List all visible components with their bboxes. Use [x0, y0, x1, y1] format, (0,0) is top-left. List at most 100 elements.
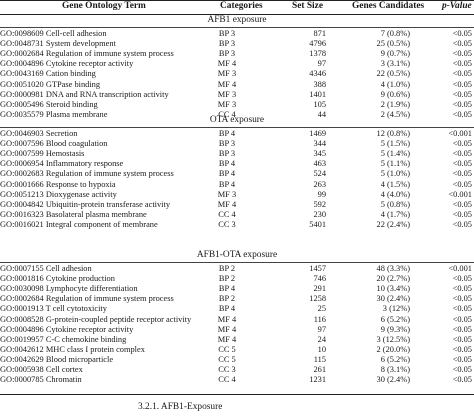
- set-size-cell: 44: [317, 109, 326, 119]
- section-title: OTA exposure: [209, 115, 265, 125]
- category-cell: MF 3: [217, 189, 237, 199]
- go-term-cell: GO:0030098 Lymphocyte differentiation: [0, 284, 138, 294]
- p-value-cell: <0.05: [452, 375, 472, 385]
- table-row: GO:0004842 Ubiquitin-protein transferase…: [0, 200, 474, 210]
- set-size-cell: 4346: [309, 69, 326, 79]
- set-size-cell: 4796: [309, 39, 326, 49]
- set-size-cell: 116: [313, 314, 326, 324]
- genes-candidates-cell: 9 (9.3%): [380, 324, 410, 334]
- header-p-value: p-Value: [442, 1, 472, 11]
- category-cell: BP 3: [218, 149, 236, 159]
- table-row: GO:0046903 Secretion BP 4 1469 12 (0.8%) <0.…: [0, 129, 474, 139]
- genes-candidates-cell: 10 (3.4%): [376, 284, 411, 294]
- header-genes-candidates: Genes Candidates: [352, 1, 425, 11]
- table-row: GO:0043169 Cation binding MF 3 4346 22 (0.5…: [0, 69, 474, 79]
- p-value-cell: <0.05: [452, 159, 472, 169]
- set-size-cell: 345: [313, 149, 326, 159]
- p-value-cell: <0.05: [452, 109, 472, 119]
- p-value-cell: <0.05: [452, 49, 472, 59]
- set-size-cell: 97: [317, 324, 326, 334]
- p-value-cell: <0.05: [452, 365, 472, 374]
- p-value-cell: <0.001: [448, 129, 472, 138]
- table-row: GO:0035579 Plasma membrane CC 4 44 2 (4.5%)…: [0, 110, 474, 120]
- go-term-cell: GO:0004896 Cytokine receptor activity: [0, 324, 134, 334]
- go-term-cell: GO:0004896 Cytokine receptor activity: [0, 59, 134, 69]
- table-row: GO:0005938 Cell cortex CC 3 261 8 (3.1%) <0.…: [0, 365, 474, 375]
- genes-candidates-cell: 7 (0.8%): [380, 29, 410, 38]
- p-value-cell: <0.05: [452, 324, 472, 334]
- table-row: GO:0000981 DNA and RNA transcription act…: [0, 90, 474, 100]
- go-term-cell: GO:0002683 Regulation of immune system p…: [0, 169, 174, 179]
- table-row: GO:0002683 Regulation of immune system p…: [0, 169, 474, 179]
- header-categories: Categories: [220, 1, 263, 11]
- go-term-cell: GO:0043169 Cation binding: [0, 69, 96, 79]
- p-value-cell: <0.05: [452, 169, 472, 179]
- set-size-cell: 463: [313, 159, 326, 169]
- category-cell: CC 4: [218, 209, 236, 219]
- section-rule: [0, 127, 474, 128]
- p-value-cell: <0.05: [452, 274, 472, 284]
- section-rule: [0, 262, 474, 263]
- category-cell: BP 4: [218, 179, 236, 189]
- set-size-cell: 291: [313, 284, 326, 294]
- table-header: Gene Ontology Term Categories Set Size G…: [0, 0, 474, 14]
- go-term-cell: GO:0048731 System development: [0, 39, 116, 49]
- category-cell: BP 3: [218, 39, 236, 49]
- genes-candidates-cell: 5 (0.8%): [380, 199, 410, 209]
- set-size-cell: 1401: [309, 89, 326, 99]
- p-value-cell: <0.05: [452, 209, 472, 219]
- table-row: GO:0002684 Regulation of immune system p…: [0, 294, 474, 304]
- genes-candidates-cell: 30 (2.4%): [376, 294, 411, 304]
- set-size-cell: 25: [317, 304, 326, 314]
- go-term-cell: GO:0006954 Inflammatory response: [0, 159, 124, 169]
- table-row: GO:0042629 Blood microparticle CC 5 115 6 (…: [0, 355, 474, 365]
- p-value-cell: <0.001: [448, 264, 472, 273]
- genes-candidates-cell: 22 (0.5%): [376, 69, 411, 79]
- set-size-cell: 871: [313, 29, 326, 38]
- category-cell: CC 5: [218, 354, 236, 364]
- category-cell: BP 2: [218, 274, 236, 284]
- category-cell: MF 3: [217, 89, 237, 99]
- category-cell: BP 3: [218, 139, 236, 149]
- category-cell: CC 4: [218, 109, 236, 119]
- go-term-cell: GO:0005938 Cell cortex: [0, 365, 83, 374]
- p-value-cell: <0.05: [452, 99, 472, 109]
- section-title: AFB1-OTA exposure: [196, 250, 278, 260]
- header-go-term: Gene Ontology Term: [62, 1, 146, 11]
- category-cell: BP 4: [218, 169, 236, 179]
- table-row: GO:0005496 Steroid binding MF 3 105 2 (1.9%…: [0, 100, 474, 110]
- set-size-cell: 388: [313, 79, 326, 89]
- p-value-cell: <0.05: [452, 39, 472, 49]
- category-cell: CC 3: [218, 365, 236, 374]
- table-row: GO:0051020 GTPase binding MF 4 388 4 (1.0%)…: [0, 80, 474, 90]
- table-header-rule: [0, 14, 474, 15]
- set-size-cell: 1231: [309, 375, 326, 385]
- genes-candidates-cell: 6 (5.2%): [380, 354, 410, 364]
- genes-candidates-cell: 48 (3.3%): [376, 264, 411, 273]
- genes-candidates-cell: 9 (0.6%): [380, 89, 410, 99]
- set-size-cell: 1457: [309, 264, 326, 273]
- set-size-cell: 1378: [309, 49, 326, 59]
- table-row: GO:0098609 Cell-cell adhesion BP 3 871 7 (0…: [0, 29, 474, 39]
- genes-candidates-cell: 2 (1.9%): [380, 99, 410, 109]
- category-cell: MF 4: [217, 79, 237, 89]
- table-row: GO:0007599 Hemostasis BP 3 345 5 (1.4%) <0.0…: [0, 149, 474, 159]
- genes-candidates-cell: 5 (1.1%): [380, 159, 410, 169]
- category-cell: MF 4: [217, 324, 237, 334]
- genes-candidates-cell: 2 (4.5%): [380, 109, 410, 119]
- genes-candidates-cell: 22 (2.4%): [376, 219, 411, 229]
- genes-candidates-cell: 12 (0.8%): [376, 129, 411, 138]
- genes-candidates-cell: 5 (1.5%): [380, 139, 410, 149]
- p-value-cell: <0.05: [452, 59, 472, 69]
- table-row: GO:0016323 Basolateral plasma membrane CC…: [0, 210, 474, 220]
- category-cell: MF 4: [217, 314, 237, 324]
- category-cell: BP 4: [218, 159, 236, 169]
- p-value-cell: <0.05: [452, 149, 472, 159]
- genes-candidates-cell: 3 (12.5%): [376, 334, 411, 344]
- go-term-cell: GO:0001666 Response to hypoxia: [0, 179, 116, 189]
- genes-candidates-cell: 4 (1.7%): [380, 209, 410, 219]
- p-value-cell: <0.05: [452, 354, 472, 364]
- set-size-cell: 97: [317, 59, 326, 69]
- category-cell: BP 4: [218, 304, 236, 314]
- category-cell: BP 3: [218, 49, 236, 59]
